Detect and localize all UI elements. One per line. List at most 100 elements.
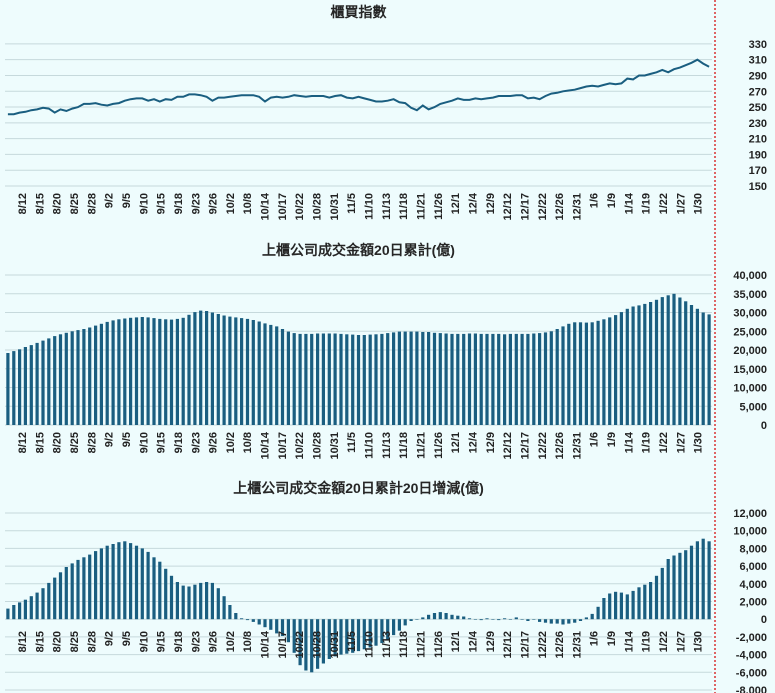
y-tick-label: 0 [761, 420, 767, 432]
x-tick-label: 10/14 [260, 630, 272, 658]
bar [251, 320, 255, 425]
x-tick-label: 11/10 [364, 631, 376, 658]
bar [35, 592, 39, 620]
bar [263, 619, 267, 628]
x-tick-label: 1/30 [693, 193, 705, 214]
bar [292, 333, 296, 425]
x-tick-label: 10/22 [294, 631, 306, 659]
bar [508, 619, 512, 620]
x-tick-label: 1/6 [589, 432, 601, 447]
x-tick-label: 9/15 [156, 631, 168, 652]
y-tick-label: 0 [761, 614, 767, 626]
bar [257, 321, 261, 425]
y-tick-label: 2,000 [739, 597, 767, 609]
x-tick-label: 8/28 [86, 193, 98, 214]
x-tick-label: 9/2 [104, 432, 116, 447]
x-tick-label: 11/10 [364, 193, 376, 220]
y-tick-label: 12,000 [733, 508, 767, 520]
bar [421, 617, 425, 620]
bar [94, 551, 98, 620]
y-tick-label: 15,000 [733, 364, 767, 376]
bar [286, 619, 290, 643]
bar [549, 331, 553, 426]
bar [356, 335, 361, 425]
bar [105, 545, 109, 620]
bar [462, 333, 466, 425]
bar [520, 333, 524, 425]
bar [392, 332, 396, 425]
x-tick-label: 1/9 [606, 631, 618, 646]
x-tick-label: 1/22 [658, 193, 670, 214]
x-tick-label: 1/19 [641, 631, 653, 652]
bar [392, 619, 396, 636]
x-tick-label: 10/8 [242, 631, 254, 652]
x-tick-label: 9/26 [208, 631, 220, 652]
bar [269, 324, 273, 425]
x-tick-label: 10/17 [277, 193, 289, 221]
chart-title: 上櫃公司成交金額20日累計(億) [262, 242, 455, 258]
bar [18, 602, 22, 620]
x-tick-label: 12/4 [467, 431, 479, 453]
bar [596, 606, 600, 620]
bar [444, 613, 448, 620]
bar [175, 582, 179, 620]
bar [374, 619, 378, 646]
bar [53, 336, 57, 425]
bar [479, 619, 483, 621]
bar [497, 333, 501, 425]
bar [105, 321, 109, 425]
x-tick-label: 1/19 [641, 193, 653, 214]
bar [456, 615, 460, 620]
x-tick-label: 8/12 [17, 432, 29, 453]
y-tick-label: 210 [749, 134, 767, 146]
bar [619, 592, 623, 620]
bar [578, 619, 583, 621]
bar [82, 329, 86, 425]
bar [117, 319, 121, 426]
bar [35, 342, 39, 425]
bar [64, 332, 68, 426]
x-tick-label: 10/22 [294, 432, 306, 460]
x-tick-label: 12/12 [502, 193, 514, 221]
bar [584, 617, 588, 620]
y-tick-label: -4,000 [736, 650, 767, 662]
bar [164, 319, 168, 426]
bar [397, 619, 401, 631]
bar [415, 619, 419, 620]
y-tick-label: 330 [749, 39, 767, 51]
x-tick-label: 1/30 [693, 432, 705, 453]
bar [234, 613, 238, 620]
x-tick-label: 12/22 [537, 432, 549, 460]
bar [41, 588, 45, 620]
bar [473, 619, 477, 620]
x-tick-label: 1/27 [675, 631, 687, 652]
y-tick-label: 290 [749, 70, 767, 82]
bar [672, 293, 676, 426]
bar [497, 619, 501, 621]
bar [356, 619, 361, 652]
bar [12, 351, 16, 425]
bar [409, 619, 413, 621]
bar [467, 618, 472, 620]
bar [99, 323, 103, 426]
bar [58, 572, 63, 620]
bar [561, 326, 565, 425]
bar [438, 612, 442, 620]
bar [12, 605, 16, 620]
bar [111, 544, 115, 620]
bar [660, 567, 664, 620]
bar [573, 619, 577, 623]
chart-title: 上櫃公司成交金額20日累計20日增減(億) [233, 480, 483, 496]
x-tick-label: 8/15 [34, 193, 46, 214]
x-tick-label: 12/26 [554, 193, 566, 221]
y-tick-label: 270 [749, 86, 767, 98]
x-tick-label: 1/27 [675, 432, 687, 453]
bar [146, 551, 150, 620]
x-tick-label: 9/23 [190, 432, 202, 453]
x-tick-label: 11/21 [416, 631, 428, 658]
bar [438, 333, 442, 425]
bar [275, 326, 279, 425]
x-tick-label: 12/4 [467, 630, 479, 652]
x-tick-label: 11/26 [433, 193, 445, 220]
bar [503, 618, 507, 620]
